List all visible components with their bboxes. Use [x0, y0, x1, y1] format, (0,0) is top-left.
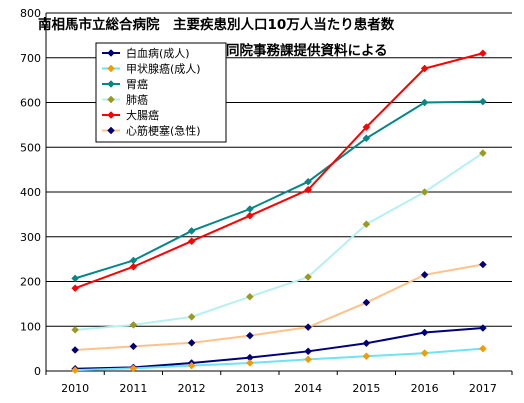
y-tick-label: 500 [20, 141, 41, 154]
y-tick-label: 200 [20, 276, 41, 289]
series-lines [71, 49, 487, 374]
data-point-marker [246, 205, 254, 213]
legend-box [95, 42, 227, 143]
data-point-marker [246, 359, 254, 367]
legend-swatch-marker [107, 64, 115, 73]
data-point-marker [187, 338, 196, 347]
legend-label: 肺癌 [126, 93, 148, 107]
data-point-marker [479, 344, 487, 353]
data-point-marker [304, 273, 312, 281]
series-line [75, 327, 483, 370]
x-tick-label: 2010 [61, 382, 89, 395]
data-point-marker [187, 312, 196, 321]
data-point-marker [420, 349, 429, 357]
series-5 [71, 49, 487, 293]
x-tick-label: 2011 [119, 382, 147, 395]
y-tick-label: 100 [20, 320, 41, 333]
x-tick-label: 2013 [236, 382, 264, 395]
data-point-marker [71, 366, 79, 374]
legend-swatch-marker [107, 49, 115, 57]
data-point-marker [420, 328, 429, 337]
data-point-marker [304, 177, 312, 186]
x-tick-label: 2015 [352, 382, 380, 395]
data-point-marker [362, 220, 371, 229]
chart-title-line-2: 同院事務課提供資料による [226, 42, 388, 59]
legend-item: 胃癌 [102, 77, 148, 91]
y-tick-label: 0 [34, 365, 41, 378]
data-point-marker [187, 227, 196, 235]
legend-item: 肺癌 [102, 93, 148, 107]
legend-swatch-marker [107, 95, 115, 104]
data-point-marker [129, 342, 138, 351]
data-point-marker [420, 270, 429, 279]
data-point-marker [246, 292, 254, 301]
data-point-marker [362, 134, 371, 143]
legend-item: 甲状腺癌(成人) [102, 62, 201, 76]
data-point-marker [420, 64, 429, 73]
data-point-marker [304, 323, 312, 331]
x-tick-label: 2016 [411, 382, 439, 395]
series-2 [71, 344, 487, 374]
series-line [75, 152, 484, 331]
data-point-marker [246, 331, 254, 340]
data-point-marker [479, 260, 487, 269]
series-line [74, 100, 483, 280]
series-3 [71, 97, 487, 283]
x-tick-label: 2014 [294, 382, 322, 395]
data-point-marker [479, 324, 487, 332]
data-point-marker [71, 325, 79, 334]
series-4 [71, 149, 487, 334]
legend-label: 白血病(成人) [126, 46, 190, 60]
data-point-marker [71, 284, 79, 293]
legend-item: 心筋梗塞(急性) [102, 124, 201, 138]
data-point-marker [129, 262, 138, 271]
data-point-marker [362, 298, 371, 307]
data-point-marker [362, 339, 371, 348]
legend-swatch-marker [107, 126, 115, 135]
series-line [75, 347, 483, 372]
legend-swatch-marker [107, 80, 115, 88]
legend-label: 胃癌 [126, 77, 148, 91]
y-tick-label: 700 [20, 52, 41, 65]
data-point-marker [129, 364, 138, 373]
data-point-marker [362, 123, 371, 131]
data-point-marker [71, 274, 79, 283]
data-point-marker [304, 185, 312, 194]
data-point-marker [479, 49, 487, 58]
series-6 [71, 260, 487, 354]
chart-title-line-1: 南相馬市立総合病院 主要疾患別人口10万人当たり患者数 [38, 16, 395, 33]
data-point-marker [304, 347, 312, 356]
data-point-marker [420, 98, 429, 107]
legend-swatch-marker [107, 111, 115, 119]
data-point-marker [420, 188, 429, 196]
legend-label: 甲状腺癌(成人) [126, 62, 201, 76]
data-point-marker [362, 352, 371, 361]
data-point-marker [304, 355, 312, 364]
axes: 0 100 200 300 400 500 600 700 800 2010 2011 2012 201… [20, 7, 513, 395]
x-tick-label: 2012 [178, 382, 206, 395]
y-tick-label: 400 [20, 186, 41, 199]
data-point-marker [71, 346, 79, 354]
data-point-marker [187, 361, 196, 370]
data-point-marker [246, 211, 254, 220]
data-point-marker [187, 237, 196, 246]
y-tick-label: 600 [20, 97, 41, 110]
legend-label: 大腸癌 [126, 108, 159, 122]
chart-title: 南相馬市立総合病院 主要疾患別人口10万人当たり患者数 同院事務課提供資料による [38, 16, 395, 59]
legend-label: 心筋梗塞(急性) [126, 124, 201, 138]
legend-item: 白血病(成人) [102, 46, 190, 60]
data-point-marker [479, 97, 487, 106]
data-point-marker [479, 149, 487, 157]
series-line [74, 52, 484, 290]
x-tick-label: 2017 [469, 382, 497, 395]
data-point-marker [129, 321, 138, 329]
series-line [75, 263, 484, 351]
y-tick-label: 300 [20, 231, 41, 244]
y-tick-label: 800 [20, 7, 41, 20]
legend-item: 大腸癌 [102, 108, 159, 122]
